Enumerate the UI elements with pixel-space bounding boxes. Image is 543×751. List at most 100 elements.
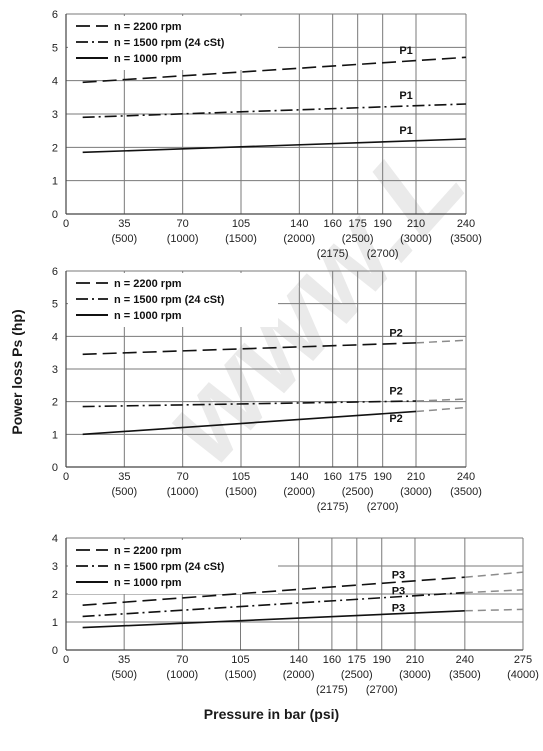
- x-tick-label-bar: 160: [323, 471, 341, 483]
- x-tick-label-psi: (1000): [167, 233, 199, 245]
- x-tick-label-bar: 0: [63, 471, 69, 483]
- x-tick-label-bar: 275: [514, 654, 532, 666]
- x-tick-label-psi: (1000): [167, 486, 199, 498]
- series-extension-1500-rpm: [464, 589, 524, 594]
- legend-label: n = 2200 rpm: [114, 545, 182, 557]
- series-line-2200-rpm: [82, 342, 417, 356]
- panel-p3: 0 1 2 3 4 0 35 (500) 70 (1000) 105 (1500) 140 (2000) 1…: [52, 533, 539, 696]
- x-tick-label-bar: 190: [373, 218, 391, 230]
- series-extension-2200-rpm: [464, 571, 524, 578]
- y-tick-label: 1: [52, 617, 58, 629]
- x-tick-label-bar: 70: [177, 471, 189, 483]
- x-tick-label-bar: 140: [289, 654, 307, 666]
- x-axis-label: Pressure in bar (psi): [203, 706, 340, 722]
- series-line-1500-rpm: [82, 400, 417, 408]
- x-tick-label-bar: 175: [348, 471, 366, 483]
- legend-background: [68, 16, 278, 70]
- x-tick-label-bar: 35: [118, 471, 130, 483]
- x-tick-label-psi: (2500): [341, 669, 373, 681]
- x-tick-label-bar: 240: [457, 471, 475, 483]
- x-tick-label-bar: 140: [290, 218, 308, 230]
- y-tick-label: 0: [52, 645, 58, 657]
- x-tick-label-psi: (2000): [283, 233, 315, 245]
- series-line-1000-rpm: [82, 610, 465, 629]
- x-tick-label-bar: 240: [456, 654, 474, 666]
- curve-label: P3: [392, 602, 405, 614]
- y-tick-label: 2: [52, 142, 58, 154]
- x-tick-label-psi: (3500): [449, 669, 481, 681]
- x-tick-label-bar: 105: [231, 654, 249, 666]
- y-tick-label: 3: [52, 109, 58, 121]
- x-tick-label-psi: (2500): [342, 233, 374, 245]
- y-tick-label: 4: [52, 76, 58, 88]
- x-tick-label-bar: 190: [373, 654, 391, 666]
- x-tick-label-psi: (2175): [316, 684, 348, 696]
- x-tick-label-bar: 0: [63, 218, 69, 230]
- x-tick-label-psi: (3500): [450, 486, 482, 498]
- x-tick-label-bar: 240: [457, 218, 475, 230]
- series-line-2200-rpm: [82, 576, 465, 606]
- y-tick-label: 5: [52, 299, 58, 311]
- x-tick-label-bar: 210: [406, 654, 424, 666]
- series-extension-1000-rpm: [415, 406, 467, 413]
- legend-label: n = 2200 rpm: [114, 278, 182, 290]
- curve-label: P3: [392, 586, 405, 598]
- x-tick-label-bar: 105: [232, 218, 250, 230]
- series-extension-1500-rpm: [415, 398, 467, 402]
- x-tick-label-psi: (500): [111, 669, 137, 681]
- legend-label: n = 1000 rpm: [114, 53, 182, 65]
- series-line-1500-rpm: [82, 591, 465, 618]
- y-tick-label: 1: [52, 176, 58, 188]
- x-tick-label-bar: 175: [348, 218, 366, 230]
- series-line-1500-rpm: [82, 103, 467, 119]
- legend-label: n = 2200 rpm: [114, 21, 182, 33]
- x-tick-label-bar: 105: [232, 471, 250, 483]
- series-line-1000-rpm: [82, 410, 417, 436]
- x-tick-label-bar: 70: [177, 218, 189, 230]
- y-tick-label: 2: [52, 589, 58, 601]
- y-tick-label: 0: [52, 209, 58, 221]
- y-tick-label: 6: [52, 9, 58, 21]
- x-tick-label-bar: 70: [176, 654, 188, 666]
- curve-label: P2: [389, 385, 402, 397]
- x-tick-label-psi: (2175): [317, 248, 349, 260]
- curve-label: P1: [399, 125, 412, 137]
- x-tick-label-psi: (1000): [166, 669, 198, 681]
- x-tick-label-bar: 0: [63, 654, 69, 666]
- legend-label: n = 1000 rpm: [114, 310, 182, 322]
- curve-label: P2: [389, 327, 402, 339]
- x-tick-label-psi: (1500): [225, 233, 257, 245]
- x-tick-label-psi: (2700): [366, 684, 398, 696]
- x-tick-label-bar: 140: [290, 471, 308, 483]
- x-tick-label-psi: (3000): [400, 233, 432, 245]
- legend-label: n = 1500 rpm (24 cSt): [114, 561, 225, 573]
- x-tick-label-psi: (2500): [342, 486, 374, 498]
- y-tick-label: 4: [52, 533, 58, 545]
- curve-label: P1: [399, 45, 412, 57]
- x-tick-label-bar: 160: [323, 218, 341, 230]
- curve-label: P1: [399, 90, 412, 102]
- x-tick-label-bar: 160: [323, 654, 341, 666]
- legend-background: [68, 540, 278, 594]
- x-tick-label-psi: (500): [111, 486, 137, 498]
- x-tick-label-psi: (2000): [283, 669, 315, 681]
- panel-p1: 0 1 2 3 4 5 6 0 35 (500) 70 (1000) 105 (1500) 140 (2000…: [52, 9, 482, 260]
- y-tick-label: 3: [52, 364, 58, 376]
- series-extension-2200-rpm: [415, 339, 467, 344]
- x-tick-label-psi: (3000): [399, 669, 431, 681]
- panel-p2: 0 1 2 3 4 5 6 0 35 (500) 70 (1000) 105 (1500) 140 (2000…: [52, 266, 482, 513]
- x-tick-label-bar: 210: [407, 471, 425, 483]
- curve-label: P3: [392, 570, 405, 582]
- x-tick-label-bar: 210: [407, 218, 425, 230]
- y-tick-label: 1: [52, 429, 58, 441]
- x-tick-label-psi: (2700): [367, 501, 399, 513]
- x-tick-label-psi: (2175): [317, 501, 349, 513]
- x-tick-label-bar: 175: [348, 654, 366, 666]
- x-tick-label-psi: (1500): [225, 486, 257, 498]
- x-tick-label-bar: 35: [118, 218, 130, 230]
- x-tick-label-psi: (4000): [507, 669, 539, 681]
- y-tick-label: 4: [52, 331, 58, 343]
- y-tick-label: 3: [52, 561, 58, 573]
